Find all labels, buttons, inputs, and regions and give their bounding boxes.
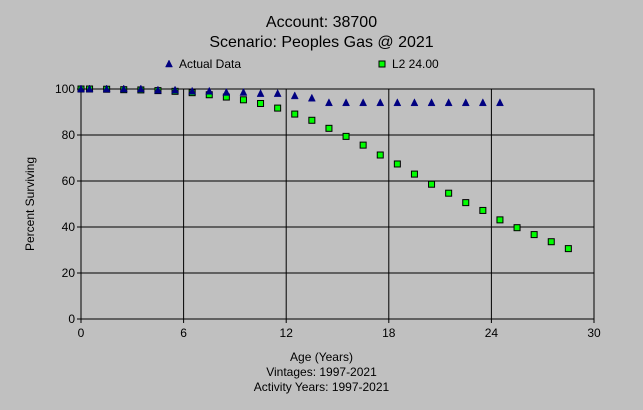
chart-title-account: Account: 38700 (265, 14, 378, 31)
l2-point (376, 151, 384, 159)
l2-point (530, 231, 538, 239)
actual-point (393, 98, 402, 107)
l2-point (479, 206, 487, 214)
l2-point (393, 160, 401, 168)
actual-point (478, 98, 487, 107)
activity-years-label: Activity Years: 1997-2021 (253, 380, 390, 394)
actual-point (102, 84, 111, 93)
actual-point (444, 98, 453, 107)
y-tick-label: 40 (62, 220, 76, 234)
actual-point (325, 98, 333, 107)
actual-point (359, 98, 368, 107)
actual-point (222, 87, 231, 96)
actual-point (496, 98, 504, 107)
l2-point (257, 99, 265, 107)
actual-point (171, 85, 179, 94)
actual-point (273, 89, 282, 97)
chart-title-scenario: Scenario: Peoples Gas @ 2021 (209, 34, 434, 51)
l2-point (291, 110, 299, 118)
actual-point (239, 87, 248, 96)
l2-point (547, 238, 555, 246)
actual-point (77, 84, 85, 93)
x-tick-label: 12 (280, 326, 294, 340)
legend-label-l2: L2 24.00 (392, 57, 439, 71)
y-tick-label: 100 (55, 82, 75, 96)
l2-point (410, 170, 418, 178)
x-tick-label: 30 (587, 326, 601, 340)
x-tick-label: 0 (78, 326, 85, 340)
l2-point (462, 199, 470, 207)
actual-point (154, 85, 162, 94)
x-axis-label: Age (Years) (290, 350, 353, 364)
actual-point (307, 93, 316, 102)
actual-point (136, 84, 145, 93)
actual-point (410, 98, 419, 107)
actual-point (427, 98, 436, 107)
l2-point (308, 116, 316, 124)
actual-point (290, 91, 299, 100)
actual-point (85, 84, 94, 93)
y-tick-label: 80 (62, 128, 76, 142)
vintages-label: Vintages: 1997-2021 (266, 365, 377, 379)
actual-point (342, 98, 350, 107)
x-tick-label: 6 (180, 326, 187, 340)
l2-point (274, 104, 282, 112)
legend-marker-actual-icon (165, 59, 173, 68)
l2-point (513, 224, 521, 232)
actual-point (376, 98, 385, 107)
y-tick-label: 0 (68, 312, 75, 326)
y-tick-label: 60 (62, 174, 76, 188)
y-axis-label: Percent Surviving (23, 157, 37, 251)
l2-point (359, 141, 367, 149)
x-tick-label: 18 (382, 326, 396, 340)
actual-point (188, 86, 197, 95)
plot-frame (80, 88, 595, 320)
x-tick-label: 24 (485, 326, 499, 340)
l2-point (564, 245, 572, 253)
actual-point (205, 86, 214, 95)
actual-point (119, 84, 128, 93)
legend-marker-l2-icon (378, 60, 386, 68)
l2-point (325, 124, 333, 132)
y-tick-label: 20 (62, 266, 76, 280)
l2-point (496, 216, 504, 224)
actual-point (256, 89, 265, 97)
actual-point (461, 98, 470, 107)
l2-point (342, 132, 350, 140)
l2-point (239, 96, 247, 104)
l2-point (445, 189, 453, 197)
legend-label-actual: Actual Data (179, 57, 242, 71)
l2-point (428, 180, 436, 188)
